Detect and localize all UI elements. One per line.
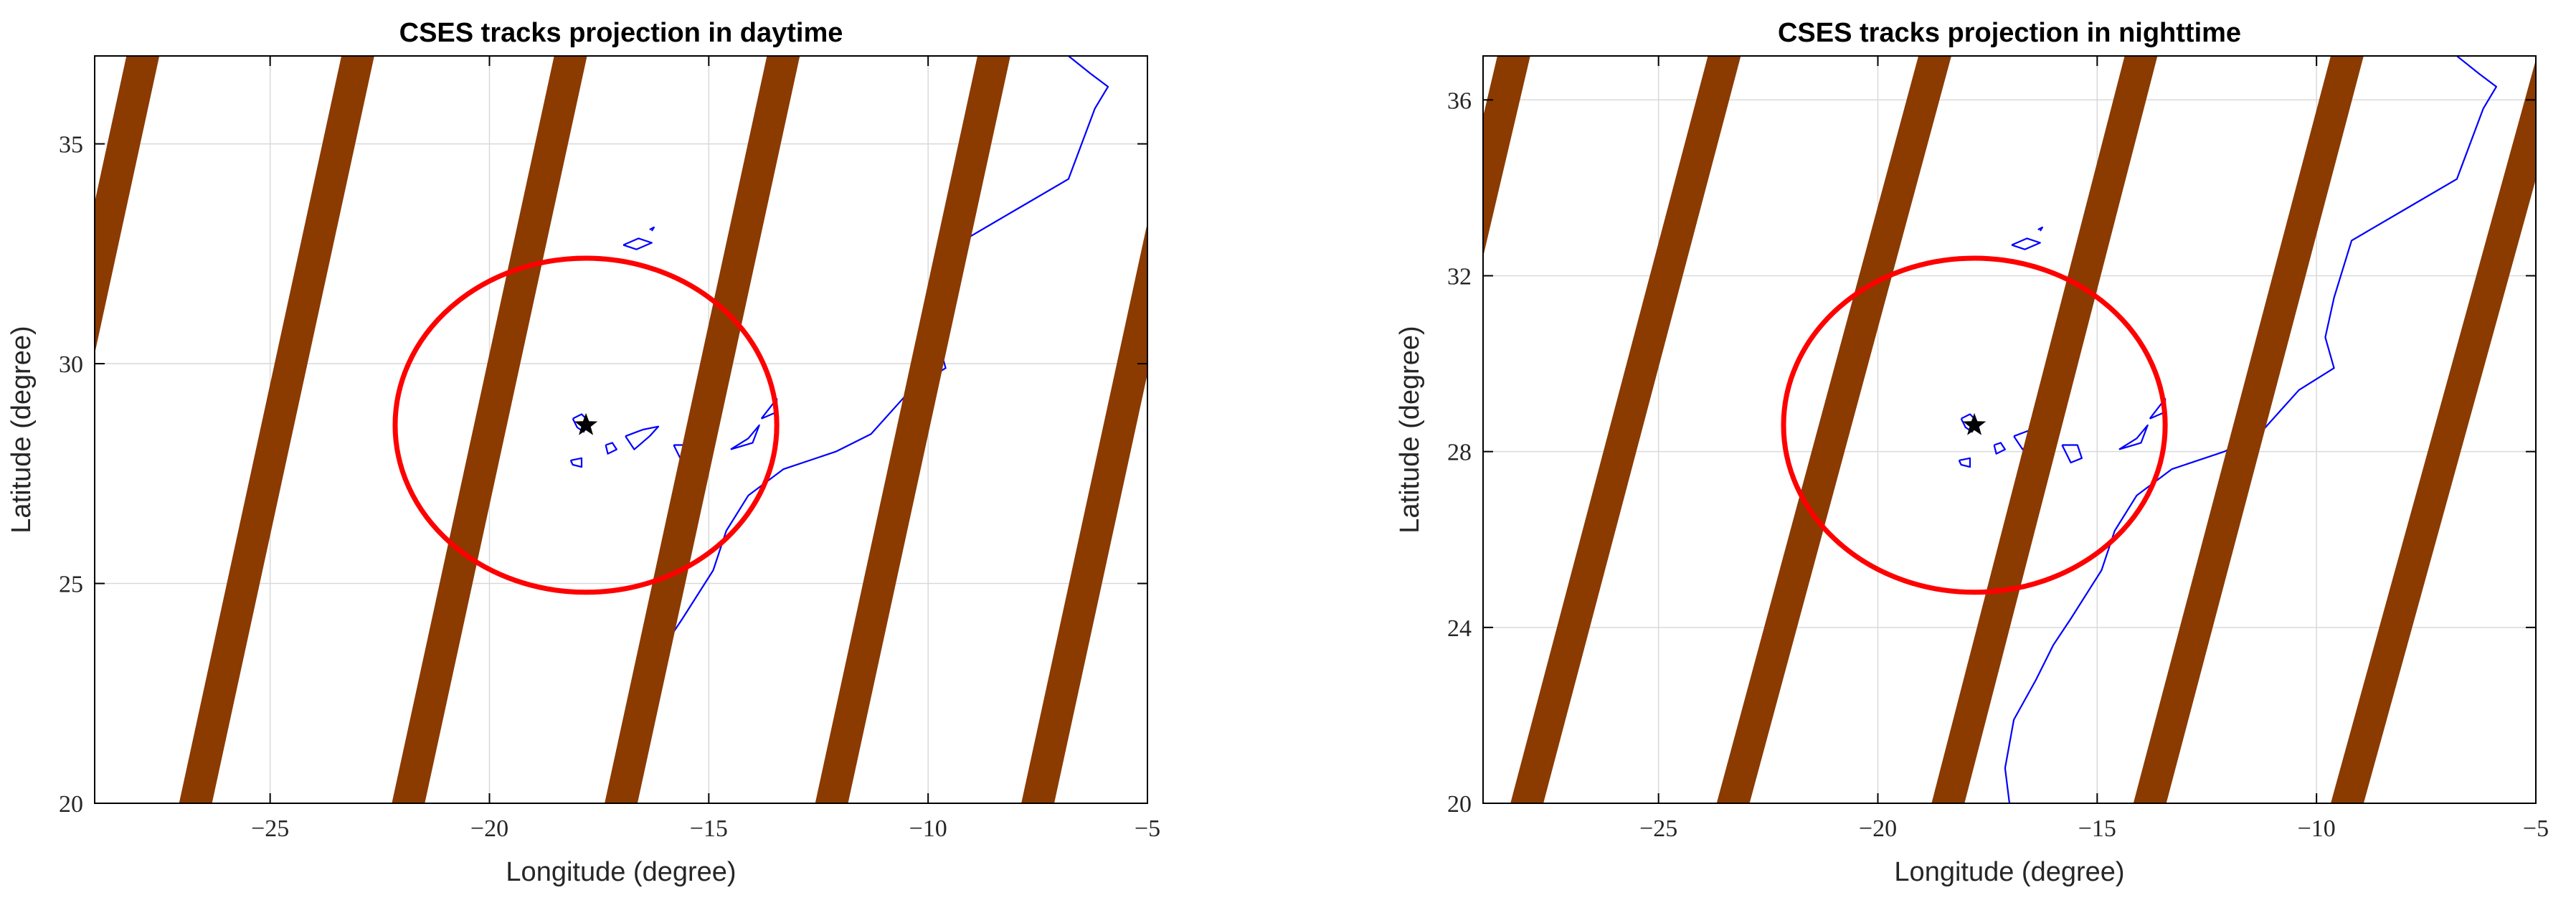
panel-1-frame — [94, 55, 1148, 804]
panel-2-track-3 — [1716, 56, 1951, 803]
panel-1-island-5 — [730, 424, 760, 450]
panel-1-xtick-label-2: −15 — [690, 815, 728, 842]
panel-1-plot-area — [95, 56, 1147, 803]
panel-2-island-2 — [1958, 457, 1971, 468]
panel-2-island-1 — [1993, 442, 2006, 455]
panel-2-star-marker — [1962, 412, 1987, 435]
panel-1-xtick-label-4: −5 — [1135, 815, 1160, 842]
panel-1-xtick-label-1: −20 — [470, 815, 508, 842]
panel-2-ytick-label-3: 32 — [1447, 263, 1472, 290]
panel-2-frame — [1482, 55, 2537, 804]
panel-2-ytick-label-4: 36 — [1447, 87, 1472, 114]
panel-1-ytick-label-2: 30 — [59, 351, 83, 378]
panel-1-track-5 — [815, 56, 1010, 803]
panel-2-ytick-label-1: 24 — [1447, 615, 1472, 642]
panel-2-circle — [1781, 255, 2168, 595]
panel-2-island-5 — [2118, 424, 2149, 450]
panel-2-track-4 — [1931, 56, 2158, 803]
panel-2-track-1 — [1483, 56, 1530, 257]
panel-2-plot-area — [1483, 56, 2536, 803]
panel-2-ytick-label-0: 20 — [1447, 791, 1472, 818]
panel-1-circle — [392, 255, 780, 595]
panel-1-track-1 — [95, 56, 160, 354]
panel-1-island-8 — [649, 226, 655, 232]
panel-2-xlabel: Longitude (degree) — [1894, 857, 2124, 887]
panel-2-xtick-label-0: −25 — [1639, 815, 1677, 842]
panel-2-ylabel: Latitude (degree) — [1395, 326, 1425, 533]
panel-1-title: CSES tracks projection in daytime — [399, 18, 843, 48]
panel-2-xtick-label-4: −5 — [2523, 815, 2549, 842]
panel-2-xtick-label-1: −20 — [1859, 815, 1897, 842]
panel-1-ticks: −25 −20 −15 −10 −5 20 25 30 35 — [59, 56, 1160, 842]
panel-2-island-7 — [2011, 237, 2041, 250]
panel-1-star-marker — [574, 412, 598, 435]
panel-2: −25 −20 −15 −10 −5 20 24 28 32 36 CSES tracks proj… — [1395, 18, 2549, 887]
panel-1-track-6 — [1021, 222, 1147, 803]
panel-2-ticks: −25 −20 −15 −10 −5 20 24 28 32 36 — [1447, 56, 2549, 842]
panel-2-xtick-label-3: −10 — [2298, 815, 2336, 842]
panel-1-xtick-label-3: −10 — [909, 815, 947, 842]
panel-2-track-2 — [1510, 56, 1741, 803]
panel-1-xlabel: Longitude (degree) — [506, 857, 736, 887]
panel-1-track-2 — [179, 56, 374, 803]
panel-1: −25 −20 −15 −10 −5 20 25 30 35 CSES tracks projec… — [6, 18, 1160, 887]
panel-2-island-8 — [2037, 226, 2043, 232]
panel-1-ylabel: Latitude (degree) — [6, 326, 37, 533]
panel-1-ytick-label-3: 35 — [59, 132, 83, 159]
panel-2-track-6 — [2331, 60, 2536, 803]
panel-1-xtick-label-0: −25 — [251, 815, 289, 842]
panel-1-island-7 — [622, 237, 653, 250]
panel-2-island-4 — [2061, 444, 2083, 464]
panel-2-track-5 — [2133, 56, 2364, 803]
panel-1-island-1 — [605, 442, 617, 455]
panel-2-ytick-label-2: 28 — [1447, 440, 1472, 466]
panel-1-island-2 — [569, 457, 583, 468]
panel-2-xtick-label-2: −15 — [2078, 815, 2116, 842]
panel-2-title: CSES tracks projection in nighttime — [1778, 18, 2241, 48]
panel-1-track-4 — [605, 56, 800, 803]
panel-1-ytick-label-1: 25 — [59, 572, 83, 598]
panel-1-island-3 — [625, 425, 660, 450]
panel-1-ytick-label-0: 20 — [59, 791, 83, 818]
panel-1-track-3 — [392, 56, 587, 803]
